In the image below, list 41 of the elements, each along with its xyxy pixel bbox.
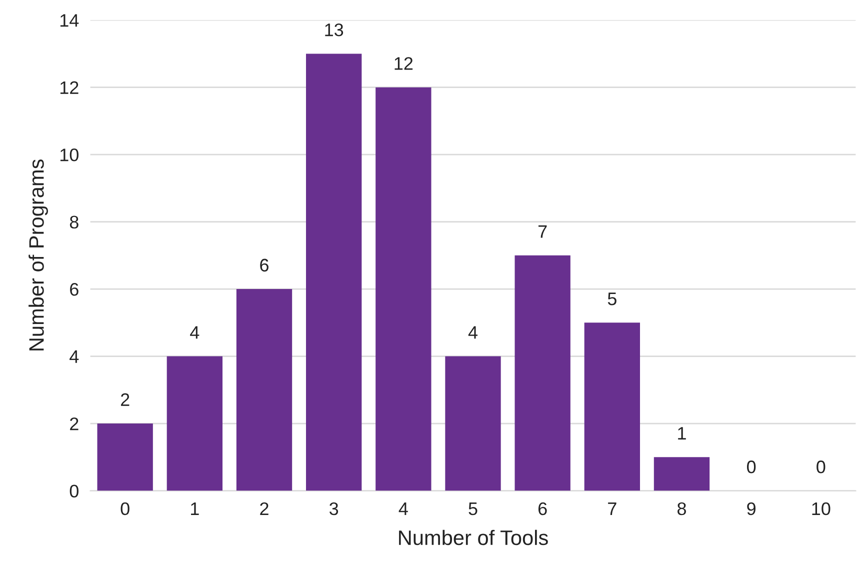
y-tick-label: 2 xyxy=(70,417,78,430)
bar xyxy=(654,457,710,491)
x-tick-label: 8 xyxy=(678,502,686,516)
bar xyxy=(236,289,292,491)
x-tick-label: 1 xyxy=(191,502,199,515)
data-label: 12 xyxy=(394,57,413,70)
x-tick-label: 5 xyxy=(468,502,478,516)
bar xyxy=(376,87,432,491)
y-axis-title: Number of Programs xyxy=(28,160,48,350)
data-label: 1 xyxy=(678,427,686,440)
y-tick-label: 12 xyxy=(60,81,78,94)
data-label: 7 xyxy=(538,225,547,238)
bar xyxy=(584,322,640,491)
bar xyxy=(306,54,362,491)
y-tick-label: 0 xyxy=(70,484,78,498)
data-label: 0 xyxy=(747,460,756,474)
y-tick-label: 10 xyxy=(60,148,78,162)
data-label: 4 xyxy=(468,326,478,339)
x-tick-label: 7 xyxy=(608,502,616,515)
data-label: 6 xyxy=(260,258,268,272)
x-axis-title: Number of Tools xyxy=(399,530,548,546)
bar xyxy=(514,255,570,491)
bar xyxy=(445,356,501,491)
x-tick-label: 0 xyxy=(120,502,130,516)
y-tick-label: 8 xyxy=(70,216,78,229)
bar xyxy=(97,424,153,491)
bar xyxy=(166,356,223,491)
data-label: 13 xyxy=(325,23,344,36)
data-label: 0 xyxy=(816,460,826,474)
x-tick-label: 9 xyxy=(747,502,756,516)
data-label: 5 xyxy=(608,292,616,306)
y-tick-label: 4 xyxy=(70,350,79,363)
x-tick-label: 2 xyxy=(260,502,268,515)
x-tick-label: 6 xyxy=(538,502,547,516)
data-label: 4 xyxy=(190,326,200,339)
y-tick-label: 6 xyxy=(70,282,78,296)
x-tick-label: 4 xyxy=(398,502,408,515)
data-label: 2 xyxy=(120,393,130,406)
x-tick-label: 10 xyxy=(812,502,830,516)
x-tick-label: 3 xyxy=(330,502,338,516)
y-tick-label: 14 xyxy=(60,14,79,27)
